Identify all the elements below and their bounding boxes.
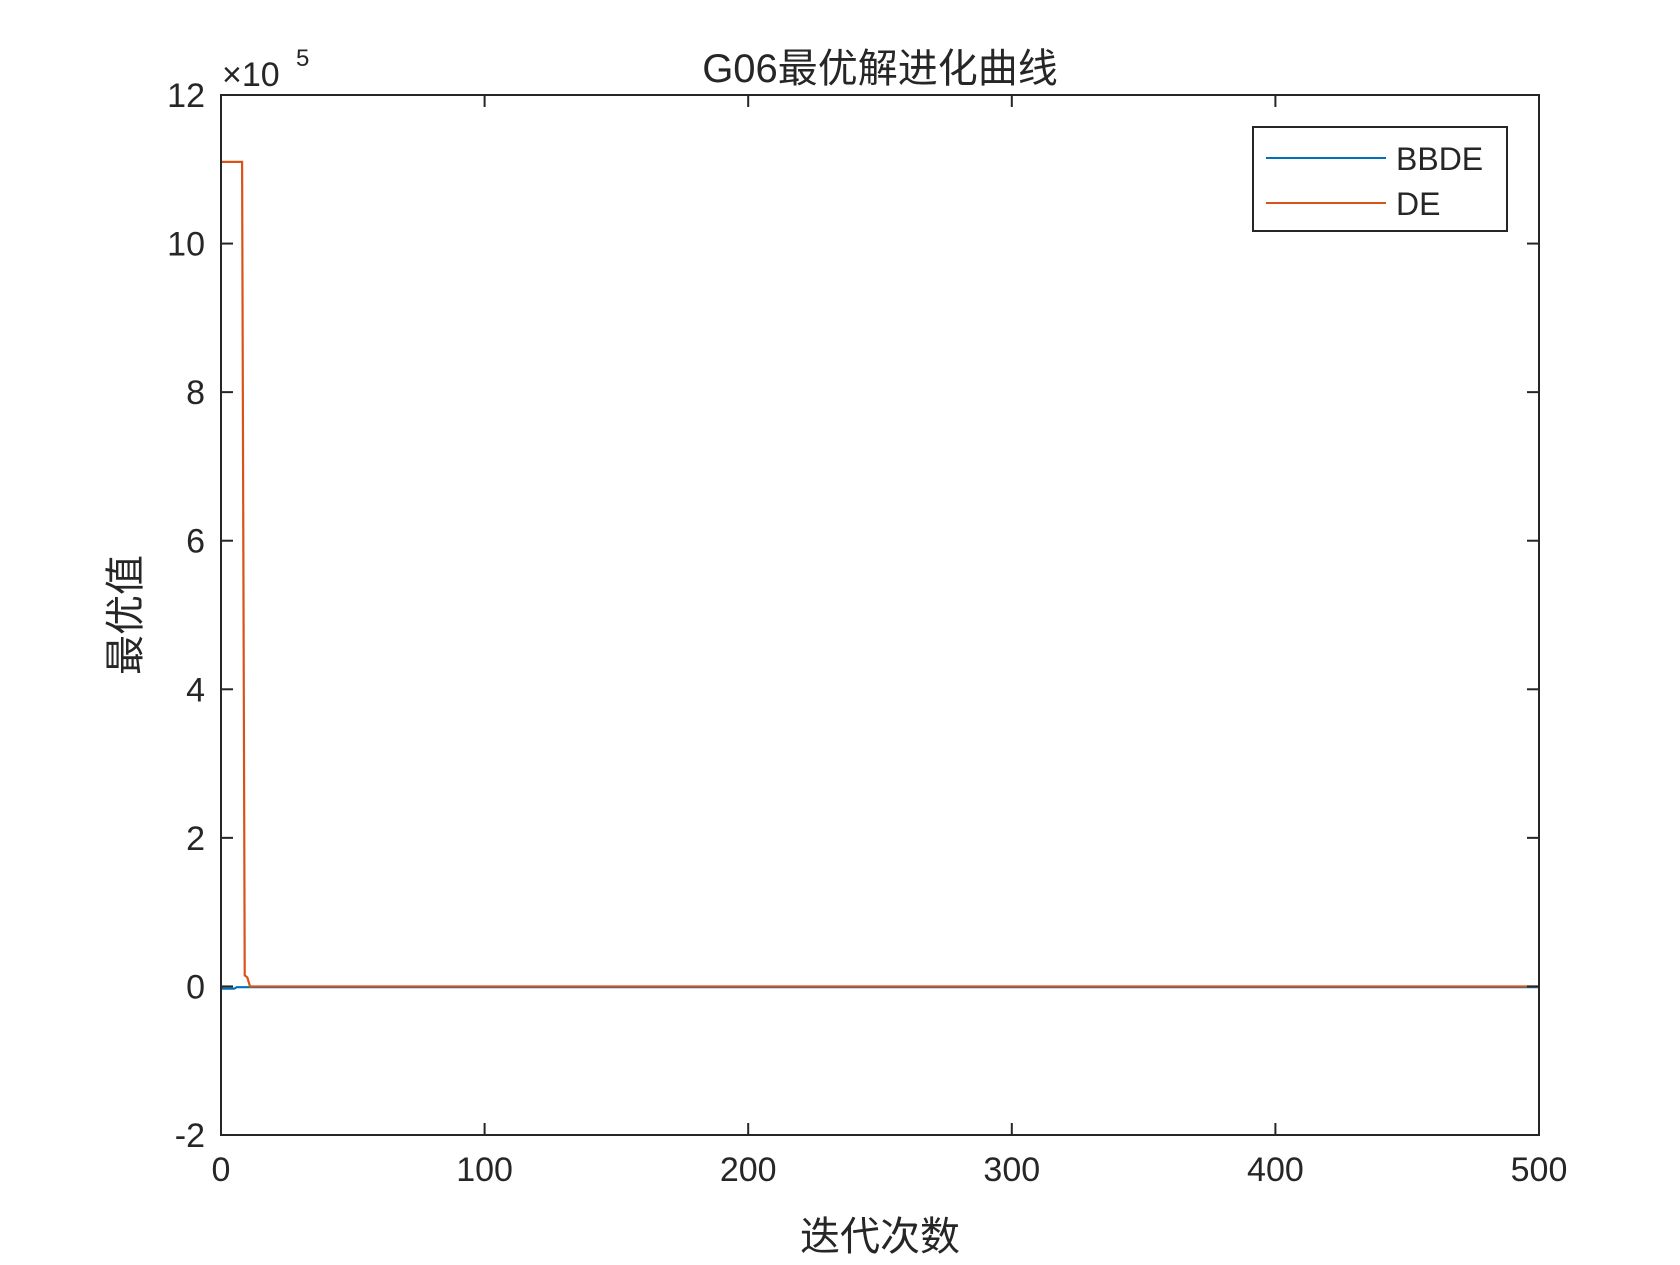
x-axis-ticks: 0 100 200 300 400 500 <box>212 95 1568 1189</box>
legend: BBDE DE <box>1252 126 1508 232</box>
y-tick-label: 12 <box>167 77 205 115</box>
x-tick-label: 100 <box>456 1151 513 1189</box>
y-axis-ticks: -2 0 2 4 6 8 10 12 <box>167 77 1539 1155</box>
series-layer <box>221 160 1539 990</box>
y-tick-label: 0 <box>186 968 205 1006</box>
x-tick-label: 0 <box>212 1151 231 1189</box>
x-tick-label: 200 <box>720 1151 777 1189</box>
legend-box <box>1252 126 1508 232</box>
x-tick-label: 300 <box>983 1151 1040 1189</box>
y-axis-label: 最优值 <box>104 555 148 675</box>
y-exponent-base: ×10 <box>222 56 280 94</box>
legend-label-bbde: BBDE <box>1396 141 1483 177</box>
series-line-de <box>221 160 1539 988</box>
y-tick-label: 2 <box>186 820 205 858</box>
y-exponent-power: 5 <box>296 45 309 72</box>
y-tick-label: 6 <box>186 523 205 561</box>
plot-area <box>221 95 1539 1135</box>
legend-label-de: DE <box>1396 186 1440 222</box>
x-tick-label: 500 <box>1511 1151 1568 1189</box>
y-tick-label: 10 <box>167 226 205 264</box>
y-exponent: ×10 5 <box>222 45 309 94</box>
plot-frame <box>220 94 1540 1136</box>
x-tick-label: 400 <box>1247 1151 1304 1189</box>
x-axis-label: 迭代次数 <box>800 1215 960 1259</box>
y-tick-label: 8 <box>186 374 205 412</box>
y-tick-label: 4 <box>186 671 205 709</box>
chart-title: G06最优解进化曲线 <box>702 47 1058 91</box>
y-tick-label: -2 <box>175 1117 205 1155</box>
